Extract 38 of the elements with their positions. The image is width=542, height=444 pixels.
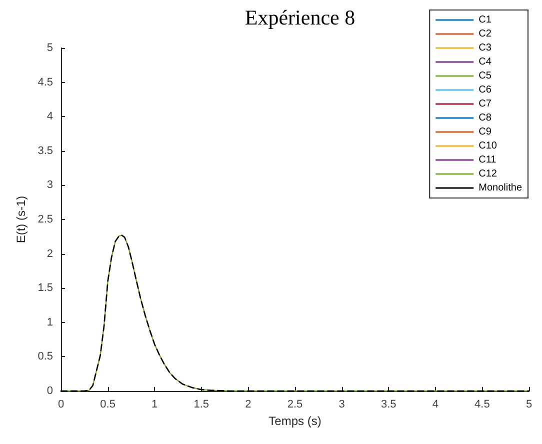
x-tick-label: 4 <box>432 398 438 410</box>
y-tick-label: 4.5 <box>38 76 53 88</box>
y-tick-label: 0.5 <box>38 350 53 363</box>
x-tick-label: 3.5 <box>380 398 396 410</box>
legend-label: C9 <box>478 126 492 138</box>
x-tick-label: 4.5 <box>474 398 490 410</box>
legend-label: C6 <box>478 84 492 96</box>
legend-label: C8 <box>478 112 492 124</box>
y-tick-label: 0 <box>46 385 53 397</box>
x-tick-label: 2.5 <box>287 398 303 410</box>
y-tick-label: 2.5 <box>38 214 53 226</box>
legend-label: C7 <box>478 98 492 110</box>
y-tick-label: 1.5 <box>38 282 53 294</box>
legend-label: C2 <box>478 28 492 40</box>
y-tick-label: 2 <box>46 248 53 260</box>
legend-label: C10 <box>478 140 498 152</box>
x-tick-label: 5 <box>526 398 532 410</box>
x-axis-title: Temps (s) <box>268 414 322 428</box>
y-tick-label: 4 <box>46 110 53 123</box>
x-tick-label: 1.5 <box>194 398 210 410</box>
legend-label: C1 <box>478 14 492 26</box>
chart-title: Expérience 8 <box>244 6 356 30</box>
x-tick-label: 2 <box>245 398 252 410</box>
legend-label: C3 <box>478 42 492 54</box>
legend-label: C11 <box>478 154 497 166</box>
x-tick-label: 0.5 <box>100 398 116 410</box>
y-tick-label: 1 <box>46 316 53 328</box>
y-axis-title: E(t) (s-1) <box>14 196 28 244</box>
legend-label: Monolithe <box>478 182 522 194</box>
x-tick-label: 3 <box>338 398 345 410</box>
y-tick-label: 5 <box>46 42 53 54</box>
y-tick-label: 3.5 <box>38 144 53 157</box>
legend-label: C5 <box>478 70 492 82</box>
legend-label: C4 <box>478 56 492 68</box>
x-tick-label: 1 <box>152 398 158 410</box>
y-tick-label: 3 <box>46 179 53 192</box>
legend-label: C12 <box>478 168 498 180</box>
x-tick-label: 0 <box>58 398 64 410</box>
